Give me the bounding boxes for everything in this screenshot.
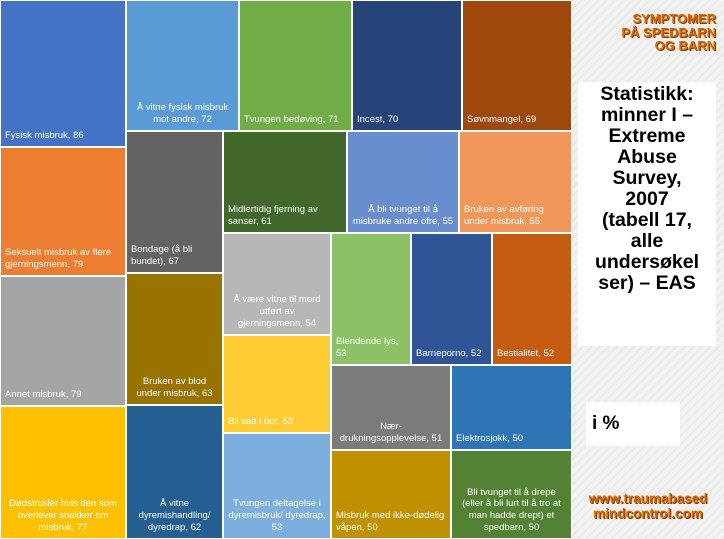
top-title-line: SYMPTOMER	[632, 11, 716, 26]
stat-title: Statistikk: minner I – Extreme Abuse Sur…	[578, 83, 716, 295]
treemap-cell: Søvnmangel, 69	[462, 0, 572, 131]
treemap-cell-label: Bruken av blod under misbruk, 63	[136, 376, 213, 400]
stat-title-line: Statistikk:	[600, 83, 694, 105]
stat-title-line: 2007	[625, 188, 669, 211]
treemap-cell-label: Tvungen bedøving, 71	[244, 114, 339, 126]
treemap-cell-label: Misbruk med ikke-dødelig våpen, 50	[336, 510, 445, 534]
treemap-cell-label: Å bli tvunget til å misbruke andre ofre,…	[352, 204, 454, 228]
website-url: www.traumabased mindcontrol.com	[574, 491, 722, 522]
stat-title-line: undersøkel	[594, 251, 700, 274]
treemap-cell: Incest, 70	[352, 0, 462, 131]
treemap-cell-label: Dødstrusler hvis den som overlever snakk…	[9, 498, 117, 534]
treemap-cell: Å vitne fysisk misbruk mot andre, 72	[126, 0, 239, 131]
top-title: SYMPTOMER PÅ SPEDBARN OG BARN	[590, 12, 716, 53]
treemap-cell: Å vitne dyremishandling/ dyredrap, 62	[126, 405, 223, 539]
unit-box	[586, 402, 680, 446]
treemap-cell: Å være vitne til mord utført av gjerning…	[223, 233, 331, 335]
stat-title-line: Extreme	[608, 125, 686, 148]
treemap-cell: Tvungen bedøving, 71	[239, 0, 352, 131]
treemap-cell-label: Bruken av avføring under misbruk, 55	[464, 204, 544, 228]
treemap-cell-label: Å være vitne til mord utført av gjerning…	[233, 294, 321, 330]
treemap-cell-label: Barneporno, 52	[416, 348, 482, 360]
treemap-cell: Seksuelt misbruk av flere gjerningsmenn,…	[0, 147, 126, 276]
treemap-cell-label: Å vitne fysisk misbruk mot andre, 72	[136, 102, 229, 126]
treemap-cell: Bruken av avføring under misbruk, 55	[459, 131, 572, 233]
treemap-cell: Bruken av blod under misbruk, 63	[126, 273, 223, 405]
treemap-cell-label: Seksuelt misbruk av flere gjerningsmenn,…	[5, 247, 112, 271]
stat-title-line: (tabell 17,	[602, 209, 692, 232]
treemap-chart: Fysisk misbruk, 86 Seksuelt misbruk av fl…	[0, 0, 572, 539]
treemap-cell: Barneporno, 52	[411, 233, 492, 365]
treemap-cell: Blendende lys, 53	[331, 233, 411, 365]
treemap-cell: Dødstrusler hvis den som overlever snakk…	[0, 406, 126, 539]
treemap-cell-label: Annet misbruk, 79	[5, 389, 82, 401]
treemap-cell-label: Nær-drukningsopplevelse, 51	[339, 421, 443, 445]
treemap-cell: Tvungen deltagelse i dyremisbruk/ dyredr…	[223, 433, 331, 539]
treemap-cell-label: Blendende lys, 53	[336, 336, 399, 360]
treemap-cell: Fysisk misbruk, 86	[0, 0, 126, 147]
treemap-cell: Nær-drukningsopplevelse, 51	[331, 365, 451, 450]
stat-title-line: Abuse	[617, 146, 677, 169]
treemap-cell: Elektrosjokk, 50	[451, 365, 572, 450]
treemap-cell: Bli tvunget til å drepe (eller å bli lur…	[451, 450, 572, 539]
stat-title-line: ser) – EAS	[598, 272, 696, 295]
website-line: www.traumabased	[588, 491, 708, 506]
treemap-cell: Annet misbruk, 79	[0, 276, 126, 406]
stat-title-box	[578, 82, 716, 346]
treemap-cell-label: Søvnmangel, 69	[467, 114, 537, 126]
treemap-cell-label: Bondage (å bli bundet), 67	[131, 244, 193, 268]
treemap-cell: Misbruk med ikke-dødelig våpen, 50	[331, 450, 451, 539]
treemap-cell-label: Midlertidig fjerning av sanser, 61	[228, 204, 318, 228]
treemap-cell-label: Bli satt i bur, 53	[228, 416, 293, 428]
treemap-cell: Bli satt i bur, 53	[223, 335, 331, 433]
stat-title-line: alle	[630, 230, 664, 253]
treemap-cell-label: Bestialitet, 52	[497, 348, 555, 360]
treemap-cell: Midlertidig fjerning av sanser, 61	[223, 131, 347, 233]
website-line: mindcontrol.com	[593, 505, 703, 521]
treemap-cell-label: Tvungen deltagelse i dyremisbruk/ dyredr…	[228, 498, 326, 534]
stat-title-line: Survey,	[612, 167, 682, 190]
unit-label: i %	[592, 413, 620, 434]
treemap-cell-label: Fysisk misbruk, 86	[5, 130, 84, 142]
treemap-cell-label: Bli tvunget til å drepe (eller å bli lur…	[462, 486, 561, 534]
treemap-cell-label: Å vitne dyremishandling/ dyredrap, 62	[138, 498, 211, 534]
top-title-line: PÅ SPEDBARN	[621, 24, 716, 40]
stat-title-line: minner I –	[600, 104, 694, 127]
treemap-cell: Å bli tvunget til å misbruke andre ofre,…	[347, 131, 459, 233]
treemap-cell-label: Elektrosjokk, 50	[456, 433, 524, 445]
treemap-cell: Bondage (å bli bundet), 67	[126, 131, 223, 273]
treemap-cell-label: Incest, 70	[357, 114, 399, 126]
treemap-cell: Bestialitet, 52	[492, 233, 572, 365]
top-title-line: OG BARN	[654, 38, 716, 54]
